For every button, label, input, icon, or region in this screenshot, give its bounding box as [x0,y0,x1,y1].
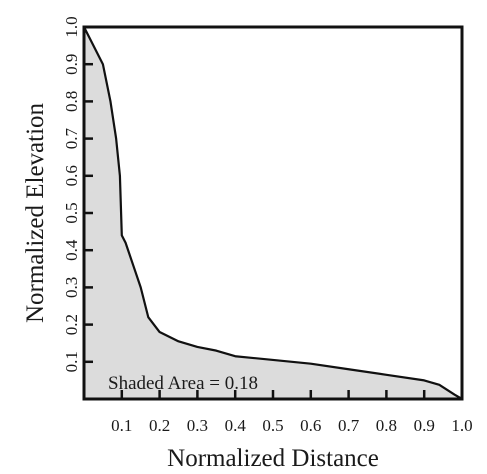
y-tick-label: 1.0 [62,16,81,37]
x-tick-label: 0.1 [111,416,132,435]
x-tick-label: 0.2 [149,416,170,435]
y-tick-label: 0.1 [62,351,81,372]
y-tick-label: 0.5 [62,202,81,223]
x-tick-label: 0.4 [225,416,247,435]
x-tick-label: 0.7 [338,416,360,435]
y-tick-label: 0.2 [62,314,81,335]
x-tick-label: 0.8 [376,416,397,435]
x-tick-label: 0.6 [300,416,321,435]
y-tick-label: 0.6 [62,165,81,186]
y-tick-label: 0.7 [62,127,81,149]
shaded-area-annotation: Shaded Area = 0.18 [108,373,258,394]
y-tick-label: 0.9 [62,54,81,75]
x-tick-label: 0.3 [187,416,208,435]
x-tick-label: 1.0 [451,416,472,435]
y-tick-label: 0.3 [62,277,81,298]
x-axis-label: Normalized Distance [167,445,379,472]
plot-area [82,25,464,401]
y-tick-label: 0.4 [62,239,81,261]
x-axis-ticks: 0.1 0.2 0.3 0.4 0.5 0.6 0.7 0.8 0.9 1.0 [111,390,473,435]
y-tick-label: 0.8 [62,91,81,112]
y-axis-label: Normalized Elevation [22,102,49,323]
shaded-area [84,27,462,399]
hypsometric-curve [83,26,463,400]
x-tick-label: 0.5 [262,416,283,435]
y-axis-ticks: 0.1 0.2 0.3 0.4 0.5 0.6 0.7 0.8 0.9 1.0 [62,16,93,372]
x-tick-label: 0.9 [414,416,435,435]
